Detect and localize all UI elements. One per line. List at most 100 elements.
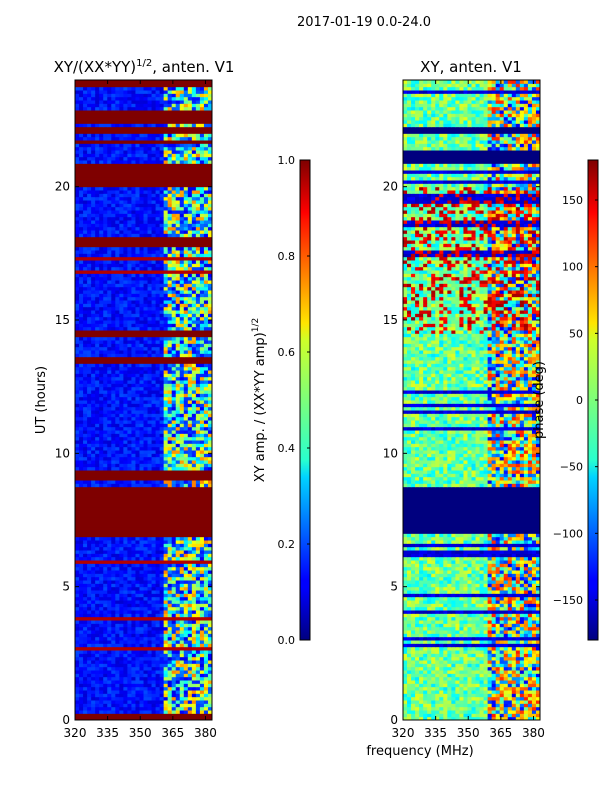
heatmap-cell xyxy=(159,690,165,694)
heatmap-cell xyxy=(107,700,112,704)
heatmap-cell xyxy=(151,440,157,444)
heatmap-cell xyxy=(87,350,92,354)
heatmap-cell xyxy=(111,690,116,694)
heatmap-cell xyxy=(195,276,201,281)
heatmap-cell xyxy=(95,583,100,588)
heatmap-cell xyxy=(111,203,116,208)
heatmap-cell xyxy=(99,566,104,571)
heatmap-cell xyxy=(103,480,108,484)
heatmap-cell xyxy=(175,310,181,314)
heatmap-cell xyxy=(83,260,88,264)
heatmap-cell xyxy=(119,550,124,554)
heatmap-cell xyxy=(159,266,165,271)
heatmap-cell xyxy=(115,640,120,644)
heatmap-cell xyxy=(199,686,205,691)
heatmap-cell xyxy=(83,386,88,391)
heatmap-cell xyxy=(143,553,149,558)
heatmap-cell xyxy=(111,390,116,394)
heatmap-cell xyxy=(143,616,149,621)
heatmap-cell xyxy=(187,346,193,351)
heatmap-cell xyxy=(143,266,149,271)
heatmap-cell xyxy=(183,143,189,148)
heatmap-cell xyxy=(167,100,173,104)
heatmap-cell xyxy=(99,316,104,321)
heatmap-cell xyxy=(123,233,128,238)
heatmap-cell xyxy=(131,630,136,634)
heatmap-cell xyxy=(83,543,88,548)
heatmap-cell xyxy=(139,676,144,681)
heatmap-cell xyxy=(119,620,124,624)
heatmap-cell xyxy=(75,706,80,711)
heatmap-cell xyxy=(107,286,112,291)
heatmap-cell xyxy=(175,583,181,588)
heatmap-cell xyxy=(91,680,96,684)
heatmap-cell xyxy=(83,283,88,288)
heatmap-cell xyxy=(155,433,161,438)
heatmap-cell xyxy=(131,286,136,291)
heatmap-cell xyxy=(91,586,96,591)
heatmap-cell xyxy=(127,683,132,688)
heatmap-cell xyxy=(75,546,80,551)
saturated-band xyxy=(75,176,212,181)
heatmap-cell xyxy=(75,316,80,321)
heatmap-cell xyxy=(135,600,140,604)
heatmap-cell xyxy=(171,440,177,444)
heatmap-cell xyxy=(151,653,157,658)
heatmap-cell xyxy=(191,426,197,431)
heatmap-cell xyxy=(107,123,112,128)
heatmap-cell xyxy=(83,323,88,328)
heatmap-cell xyxy=(123,383,128,388)
heatmap-cell xyxy=(159,413,165,418)
heatmap-cell xyxy=(95,650,100,654)
heatmap-cell xyxy=(203,556,209,561)
heatmap-cell xyxy=(179,460,185,464)
heatmap-cell xyxy=(147,373,153,378)
heatmap-cell xyxy=(187,426,193,431)
heatmap-cell xyxy=(175,433,181,438)
heatmap-cell xyxy=(151,326,157,331)
heatmap-cell xyxy=(75,633,80,638)
heatmap-cell xyxy=(143,680,149,684)
heatmap-cell xyxy=(115,536,120,541)
heatmap-cell xyxy=(119,270,124,274)
heatmap-cell xyxy=(167,620,173,624)
heatmap-cell xyxy=(207,353,212,358)
heatmap-cell xyxy=(183,710,189,714)
heatmap-cell xyxy=(111,696,116,701)
heatmap-cell xyxy=(107,666,112,671)
heatmap-cell xyxy=(83,610,88,614)
heatmap-cell xyxy=(123,673,128,678)
heatmap-cell xyxy=(159,670,165,674)
heatmap-cell xyxy=(183,313,189,318)
heatmap-cell xyxy=(115,440,120,444)
heatmap-cell xyxy=(103,306,108,311)
heatmap-cell xyxy=(159,436,165,441)
heatmap-cell xyxy=(183,133,189,138)
heatmap-cell xyxy=(207,370,212,374)
heatmap-cell xyxy=(155,690,161,694)
heatmap-cell xyxy=(151,213,157,218)
heatmap-cell xyxy=(195,250,201,254)
heatmap-cell xyxy=(151,650,157,654)
heatmap-cell xyxy=(83,690,88,694)
heatmap-cell xyxy=(119,203,124,208)
heatmap-cell xyxy=(127,596,132,601)
heatmap-cell xyxy=(171,643,177,648)
heatmap-cell xyxy=(143,156,149,161)
heatmap-cell xyxy=(135,586,140,591)
heatmap-cell xyxy=(147,323,153,328)
heatmap-cell xyxy=(175,340,181,344)
heatmap-cell xyxy=(135,643,140,648)
heatmap-cell xyxy=(147,350,153,354)
heatmap-cell xyxy=(207,156,212,161)
heatmap-cell xyxy=(147,276,153,281)
heatmap-cell xyxy=(207,696,212,701)
heatmap-cell xyxy=(87,453,92,458)
heatmap-cell xyxy=(167,206,173,211)
heatmap-cell xyxy=(99,216,104,221)
heatmap-cell xyxy=(115,296,120,301)
heatmap-cell xyxy=(183,583,189,588)
heatmap-cell xyxy=(171,153,177,158)
heatmap-cell xyxy=(95,693,100,698)
heatmap-cell xyxy=(79,603,84,608)
